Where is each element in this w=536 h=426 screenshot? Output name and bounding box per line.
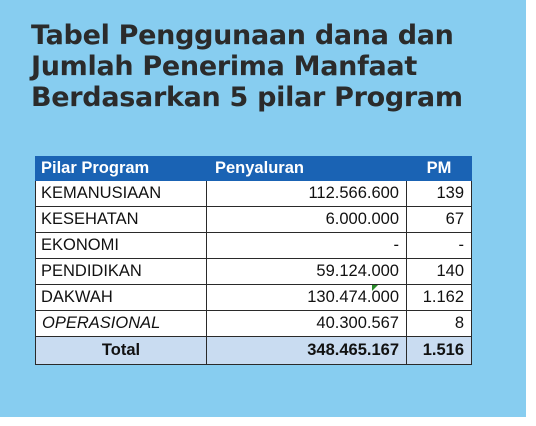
title-line-2: Jumlah Penerima Manfaat (31, 51, 417, 82)
cell-penyaluran: 6.000.000 (206, 206, 407, 233)
cell-pilar: OPERASIONAL (35, 310, 207, 337)
cell-pilar: KEMANUSIAAN (35, 180, 207, 207)
table-row: KESEHATAN 6.000.000 67 (35, 206, 472, 233)
cell-penyaluran: 112.566.600 (206, 180, 407, 207)
total-row: Total 348.465.167 1.516 (35, 336, 472, 365)
table-row: PENDIDIKAN 59.124.000 140 (35, 258, 472, 285)
cell-pm: 140 (406, 258, 472, 285)
data-table: Pilar Program Penyaluran PM KEMANUSIAAN … (35, 156, 472, 365)
table-row: DAKWAH 130.474.000 1.162 (35, 284, 472, 311)
header-pilar-program: Pilar Program (35, 156, 207, 181)
cell-penyaluran: 59.124.000 (206, 258, 407, 285)
table-row: EKONOMI - - (35, 232, 472, 259)
cell-pm: 1.162 (406, 284, 472, 311)
page-title: Tabel Penggunaan dana dan Jumlah Penerim… (31, 20, 463, 113)
cell-pilar: EKONOMI (35, 232, 207, 259)
total-pm: 1.516 (406, 336, 472, 365)
cell-pm: 139 (406, 180, 472, 207)
cell-penyaluran: 40.300.567 (206, 310, 407, 337)
cell-pilar: PENDIDIKAN (35, 258, 207, 285)
table-header-row: Pilar Program Penyaluran PM (35, 156, 472, 181)
title-line-3: Berdasarkan 5 pilar Program (31, 82, 463, 113)
header-pm: PM (406, 156, 472, 181)
cell-penyaluran: - (206, 232, 407, 259)
cell-pm: - (406, 232, 472, 259)
right-margin (526, 0, 536, 426)
cell-pm: 8 (406, 310, 472, 337)
bottom-margin (0, 417, 536, 426)
cell-pm: 67 (406, 206, 472, 233)
table-row: OPERASIONAL 40.300.567 8 (35, 310, 472, 337)
cell-comment-marker (372, 285, 378, 291)
table-row: KEMANUSIAAN 112.566.600 139 (35, 180, 472, 207)
title-line-1: Tabel Penggunaan dana dan (31, 20, 454, 51)
total-label: Total (35, 336, 207, 365)
cell-pilar: KESEHATAN (35, 206, 207, 233)
total-penyaluran: 348.465.167 (206, 336, 407, 365)
header-penyaluran: Penyaluran (206, 156, 407, 181)
cell-pilar: DAKWAH (35, 284, 207, 311)
